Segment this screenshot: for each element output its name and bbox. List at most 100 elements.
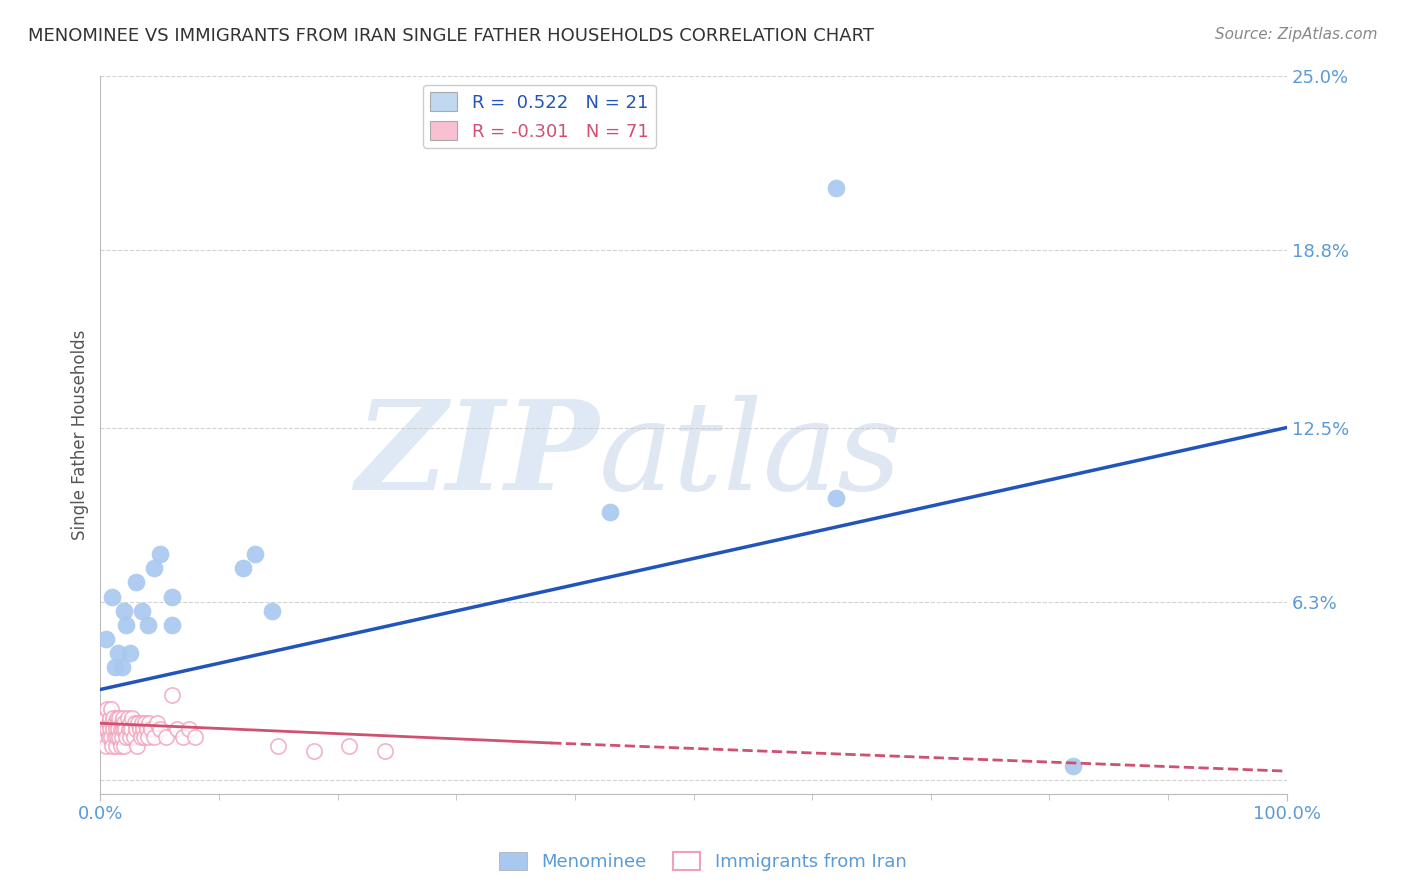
Point [101,739,124,753]
Point [118,716,141,731]
Point [93,716,115,731]
Point [120,722,142,736]
Point [103,722,125,736]
Point [128,722,150,736]
Point [117,711,139,725]
Point [103,660,125,674]
Point [339,739,361,753]
Point [114,722,136,736]
Point [110,722,132,736]
Point [118,646,141,660]
Point [105,731,128,745]
Point [125,722,148,736]
Point [112,716,135,731]
Point [232,561,254,575]
Point [131,604,153,618]
Point [134,716,156,731]
Legend: R =  0.522   N = 21, R = -0.301   N = 71: R = 0.522 N = 21, R = -0.301 N = 71 [423,85,655,148]
Point [112,604,135,618]
Point [125,575,148,590]
Point [96,711,118,725]
Point [118,731,141,745]
Point [134,731,156,745]
Point [132,722,155,736]
Point [111,722,134,736]
Point [160,590,183,604]
Point [166,722,188,736]
Point [141,722,163,736]
Point [146,716,169,731]
Point [104,722,127,736]
Point [124,716,146,731]
Point [136,617,159,632]
Point [155,731,177,745]
Point [149,547,172,561]
Point [243,547,266,561]
Point [111,716,134,731]
Point [374,744,396,758]
Point [97,716,120,731]
Point [142,731,165,745]
Point [107,722,129,736]
Point [105,711,128,725]
Point [108,711,131,725]
Point [103,716,125,731]
Point [101,590,124,604]
Point [267,739,290,753]
Point [103,711,125,725]
Point [138,716,160,731]
Text: ZIP: ZIP [354,395,599,516]
Point [98,711,121,725]
Point [160,617,183,632]
Point [118,722,141,736]
Point [100,702,122,716]
Point [107,646,129,660]
Text: MENOMINEE VS IMMIGRANTS FROM IRAN SINGLE FATHER HOUSEHOLDS CORRELATION CHART: MENOMINEE VS IMMIGRANTS FROM IRAN SINGLE… [28,27,875,45]
Point [135,722,157,736]
Point [107,716,129,731]
Point [115,731,138,745]
Point [115,617,138,632]
Point [599,505,621,519]
Point [97,731,120,745]
Point [111,731,134,745]
Point [184,731,207,745]
Point [100,731,122,745]
Point [112,739,135,753]
Point [129,731,152,745]
Point [1062,758,1084,772]
Point [96,739,118,753]
Point [101,716,124,731]
Point [179,722,201,736]
Point [825,491,848,505]
Point [142,561,165,575]
Point [122,731,145,745]
Point [94,722,117,736]
Point [127,739,149,753]
Point [172,731,194,745]
Point [98,722,121,736]
Point [136,731,159,745]
Point [103,731,125,745]
Point [160,688,183,702]
Y-axis label: Single Father Households: Single Father Households [72,329,89,540]
Point [825,181,848,195]
Point [96,632,118,646]
Point [121,711,143,725]
Point [111,660,134,674]
Point [91,731,114,745]
Point [111,711,134,725]
Point [302,744,325,758]
Point [262,604,284,618]
Point [96,702,118,716]
Point [127,716,149,731]
Legend: Menominee, Immigrants from Iran: Menominee, Immigrants from Iran [492,845,914,879]
Point [108,731,131,745]
Point [131,716,153,731]
Point [149,722,172,736]
Point [110,739,132,753]
Text: Source: ZipAtlas.com: Source: ZipAtlas.com [1215,27,1378,42]
Text: atlas: atlas [599,395,903,517]
Point [96,722,118,736]
Point [104,739,127,753]
